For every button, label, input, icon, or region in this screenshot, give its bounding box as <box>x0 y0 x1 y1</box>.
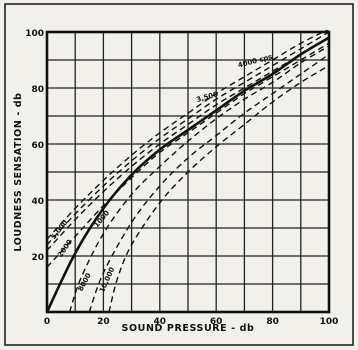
y-tick-label: 80 <box>31 85 44 95</box>
y-axis-label: LOUDNESS SENSATION - db <box>13 92 24 251</box>
x-tick-label: 60 <box>210 317 223 327</box>
series-line-1000 <box>47 36 330 312</box>
x-axis-label: SOUND PRESSURE - db <box>122 323 255 334</box>
series-line-8000 <box>68 45 330 312</box>
y-tick-label: 40 <box>31 197 44 207</box>
curve-label-4000cps: 4000 cps <box>237 53 273 70</box>
series-group <box>47 30 330 312</box>
y-tick-label: 60 <box>31 141 44 151</box>
y-tick-label: 20 <box>31 253 44 263</box>
series-line-15000 <box>108 64 330 312</box>
x-tick-label: 80 <box>266 317 279 327</box>
series-line-10000 <box>88 53 330 312</box>
curve-label-5000: 5,000 <box>50 218 70 240</box>
curve-label-3500: 3,500 <box>195 90 219 104</box>
x-tick-labels: 0 20 40 60 80 100 <box>44 317 339 327</box>
x-tick-label: 0 <box>44 317 50 327</box>
y-tick-labels: 20 40 60 80 100 <box>25 29 44 263</box>
plot-area-border <box>45 30 331 314</box>
y-tick-label: 100 <box>25 29 44 39</box>
x-tick-label: 100 <box>320 317 339 327</box>
figure-frame <box>4 3 354 346</box>
x-tick-label: 20 <box>97 317 110 327</box>
grid <box>47 32 329 312</box>
series-line-2000 <box>47 42 330 268</box>
x-tick-label: 40 <box>154 317 167 327</box>
